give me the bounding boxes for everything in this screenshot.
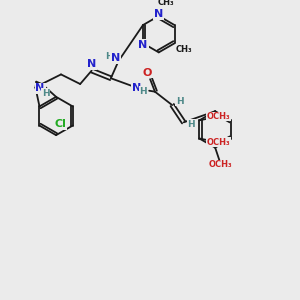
- Text: Cl: Cl: [54, 119, 66, 129]
- Text: N: N: [35, 83, 45, 93]
- Text: H: H: [42, 89, 50, 98]
- Text: OCH₃: OCH₃: [207, 138, 230, 147]
- Text: N: N: [138, 40, 148, 50]
- Text: N: N: [87, 59, 96, 69]
- Text: H: H: [140, 87, 147, 96]
- Text: N: N: [132, 83, 141, 93]
- Text: H: H: [176, 97, 184, 106]
- Text: N: N: [111, 53, 120, 63]
- Text: N: N: [154, 9, 164, 19]
- Text: OCH₃: OCH₃: [207, 112, 230, 121]
- Text: CH₃: CH₃: [158, 0, 175, 7]
- Text: H: H: [188, 120, 195, 129]
- Text: CH₃: CH₃: [176, 44, 192, 53]
- Text: O: O: [142, 68, 152, 77]
- Text: H: H: [105, 52, 113, 61]
- Text: OCH₃: OCH₃: [209, 160, 233, 169]
